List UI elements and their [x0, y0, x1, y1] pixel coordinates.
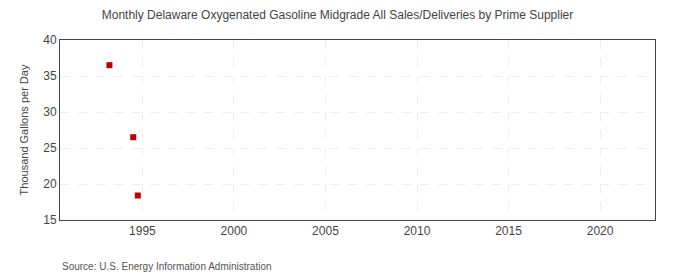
svg-text:30: 30 — [43, 105, 57, 119]
svg-text:20: 20 — [43, 177, 57, 191]
svg-text:35: 35 — [43, 69, 57, 83]
svg-text:Monthly Delaware Oxygenated Ga: Monthly Delaware Oxygenated Gasoline Mid… — [102, 8, 574, 22]
svg-text:2020: 2020 — [587, 224, 614, 238]
svg-text:Source: U.S. Energy Informatio: Source: U.S. Energy Information Administ… — [62, 261, 272, 272]
svg-text:2010: 2010 — [404, 224, 431, 238]
svg-text:40: 40 — [43, 33, 57, 47]
svg-text:1995: 1995 — [129, 224, 156, 238]
svg-text:2015: 2015 — [495, 224, 522, 238]
svg-text:2005: 2005 — [312, 224, 339, 238]
svg-text:15: 15 — [43, 213, 57, 227]
svg-text:25: 25 — [43, 141, 57, 155]
svg-text:2000: 2000 — [221, 224, 248, 238]
svg-text:Thousand Gallons per Day: Thousand Gallons per Day — [18, 64, 30, 195]
